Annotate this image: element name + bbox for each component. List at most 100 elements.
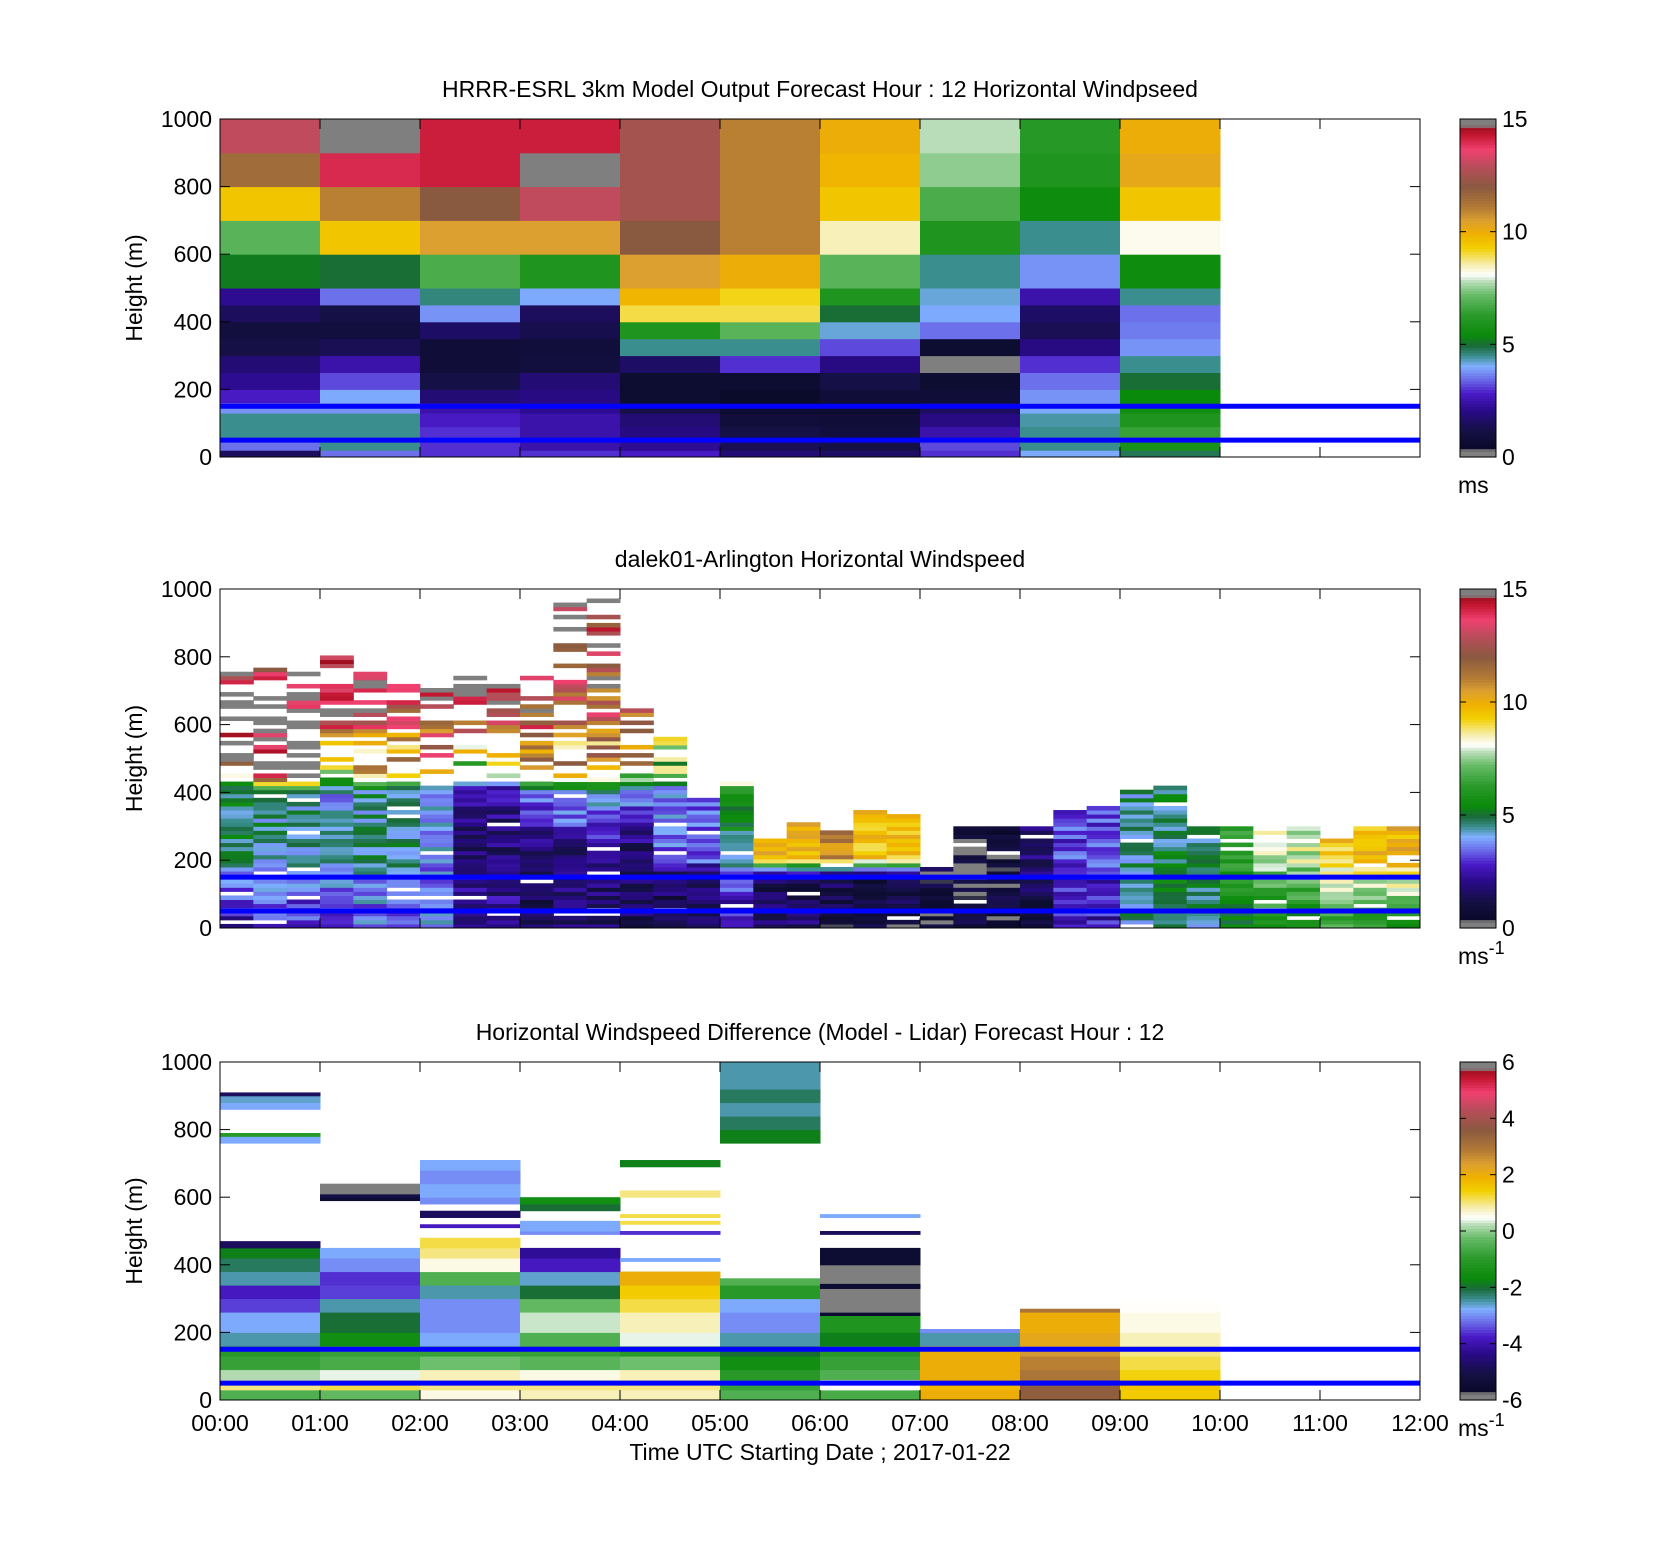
heatmap-cell — [253, 749, 288, 754]
heatmap-cell — [586, 651, 621, 656]
heatmap-cell — [686, 903, 721, 909]
heatmap-cell — [486, 846, 521, 852]
heatmap-cell — [986, 915, 1021, 921]
colorbar-swatch — [1460, 259, 1496, 264]
heatmap-cell — [920, 372, 1021, 390]
heatmap-cell — [253, 785, 288, 791]
heatmap-cell — [1086, 842, 1121, 848]
heatmap-cell — [620, 818, 654, 823]
heatmap-cell — [420, 389, 521, 404]
heatmap-cell — [553, 773, 588, 778]
colorbar-swatch — [1460, 268, 1496, 272]
heatmap-cell — [1186, 854, 1221, 860]
heatmap-cell — [286, 814, 321, 819]
heatmap-cell — [886, 834, 921, 840]
heatmap-cell — [1286, 834, 1321, 840]
heatmap-cell — [1253, 858, 1288, 864]
colorbar-swatch — [1460, 665, 1496, 669]
heatmap-cell — [1053, 879, 1088, 884]
colorbar-swatch — [1460, 913, 1496, 918]
heatmap-cell — [1153, 822, 1188, 827]
y-tick-label: 400 — [174, 1252, 212, 1278]
heatmap-cell — [1253, 854, 1288, 860]
heatmap-cell — [1020, 879, 1054, 884]
heatmap-cell — [520, 450, 621, 457]
heatmap-cell — [320, 413, 421, 428]
heatmap-cell — [486, 801, 521, 807]
colorbar-swatch — [1460, 223, 1496, 227]
colorbar-swatch — [1460, 1239, 1496, 1243]
colorbar-swatch — [1460, 1236, 1496, 1241]
heatmap-cell — [1020, 883, 1054, 888]
heatmap-cell — [253, 667, 288, 673]
heatmap-cell — [720, 1369, 821, 1381]
colorbar-swatch — [1460, 639, 1496, 644]
heatmap-cell — [386, 749, 421, 754]
heatmap-cell — [586, 765, 621, 770]
heatmap-cell — [353, 679, 388, 685]
heatmap-cell — [1153, 911, 1188, 917]
heatmap-cell — [253, 773, 288, 778]
heatmap-cell — [1253, 826, 1288, 831]
colorbar-swatch — [1460, 152, 1496, 157]
heatmap-cell — [353, 724, 388, 730]
heatmap-cell — [353, 822, 388, 827]
heatmap-cell — [620, 895, 654, 901]
heatmap-cell — [586, 879, 621, 884]
heatmap-cell — [920, 450, 1021, 457]
heatmap-cell — [453, 728, 488, 734]
heatmap-cell — [320, 1332, 421, 1347]
heatmap-cell — [620, 1312, 721, 1333]
colorbar-swatch — [1460, 1222, 1496, 1226]
colorbar-swatch — [1460, 1132, 1496, 1136]
colorbar-swatch — [1460, 831, 1496, 836]
x-tick-label: 02:00 — [391, 1410, 449, 1436]
heatmap-cell — [220, 773, 254, 778]
colorbar-swatch — [1460, 905, 1496, 909]
heatmap-cell — [853, 850, 888, 856]
heatmap-cell — [820, 842, 854, 848]
heatmap-cell — [220, 675, 254, 681]
heatmap-cell — [1120, 818, 1154, 823]
heatmap-cell — [586, 622, 621, 628]
heatmap-cell — [1020, 842, 1054, 848]
heatmap-cell — [486, 789, 521, 795]
colorbar-swatch — [1460, 440, 1496, 444]
heatmap-cell — [653, 810, 688, 815]
heatmap-cell — [1286, 887, 1321, 892]
heatmap-cell — [820, 1312, 921, 1316]
heatmap-cell — [486, 761, 521, 766]
heatmap-cell — [1120, 304, 1221, 323]
heatmap-cell — [720, 834, 754, 840]
heatmap-cell — [820, 1356, 921, 1371]
heatmap-cell — [586, 744, 621, 750]
heatmap-cell — [620, 793, 654, 799]
heatmap-cell — [386, 846, 421, 852]
heatmap-cell — [1020, 919, 1054, 925]
colorbar-swatch — [1460, 318, 1496, 323]
colorbar-swatch — [1460, 296, 1496, 300]
heatmap-cell — [920, 1332, 1021, 1347]
colorbar-swatch — [1460, 1112, 1496, 1117]
heatmap-cell — [520, 304, 621, 323]
colorbar-tick-label: 15 — [1502, 576, 1528, 602]
heatmap-cell — [1020, 866, 1054, 872]
heatmap-cell — [353, 814, 388, 819]
heatmap-cell — [353, 858, 388, 864]
heatmap-cell — [586, 789, 621, 795]
heatmap-cell — [520, 858, 554, 864]
heatmap-cell — [253, 671, 288, 677]
colorbar-swatch — [1460, 710, 1496, 714]
heatmap-cell — [920, 911, 954, 917]
colorbar-swatch — [1460, 803, 1496, 808]
colorbar-swatch — [1460, 299, 1496, 303]
heatmap-cell — [1153, 842, 1188, 848]
heatmap-cell — [653, 887, 688, 892]
colorbar-swatch — [1460, 127, 1496, 131]
colorbar-swatch — [1460, 1363, 1496, 1367]
heatmap-cell — [220, 450, 321, 457]
heatmap-cell — [886, 903, 921, 909]
heatmap-cell — [1086, 915, 1121, 921]
heatmap-cell — [386, 801, 421, 807]
colorbar-swatch — [1460, 442, 1496, 447]
